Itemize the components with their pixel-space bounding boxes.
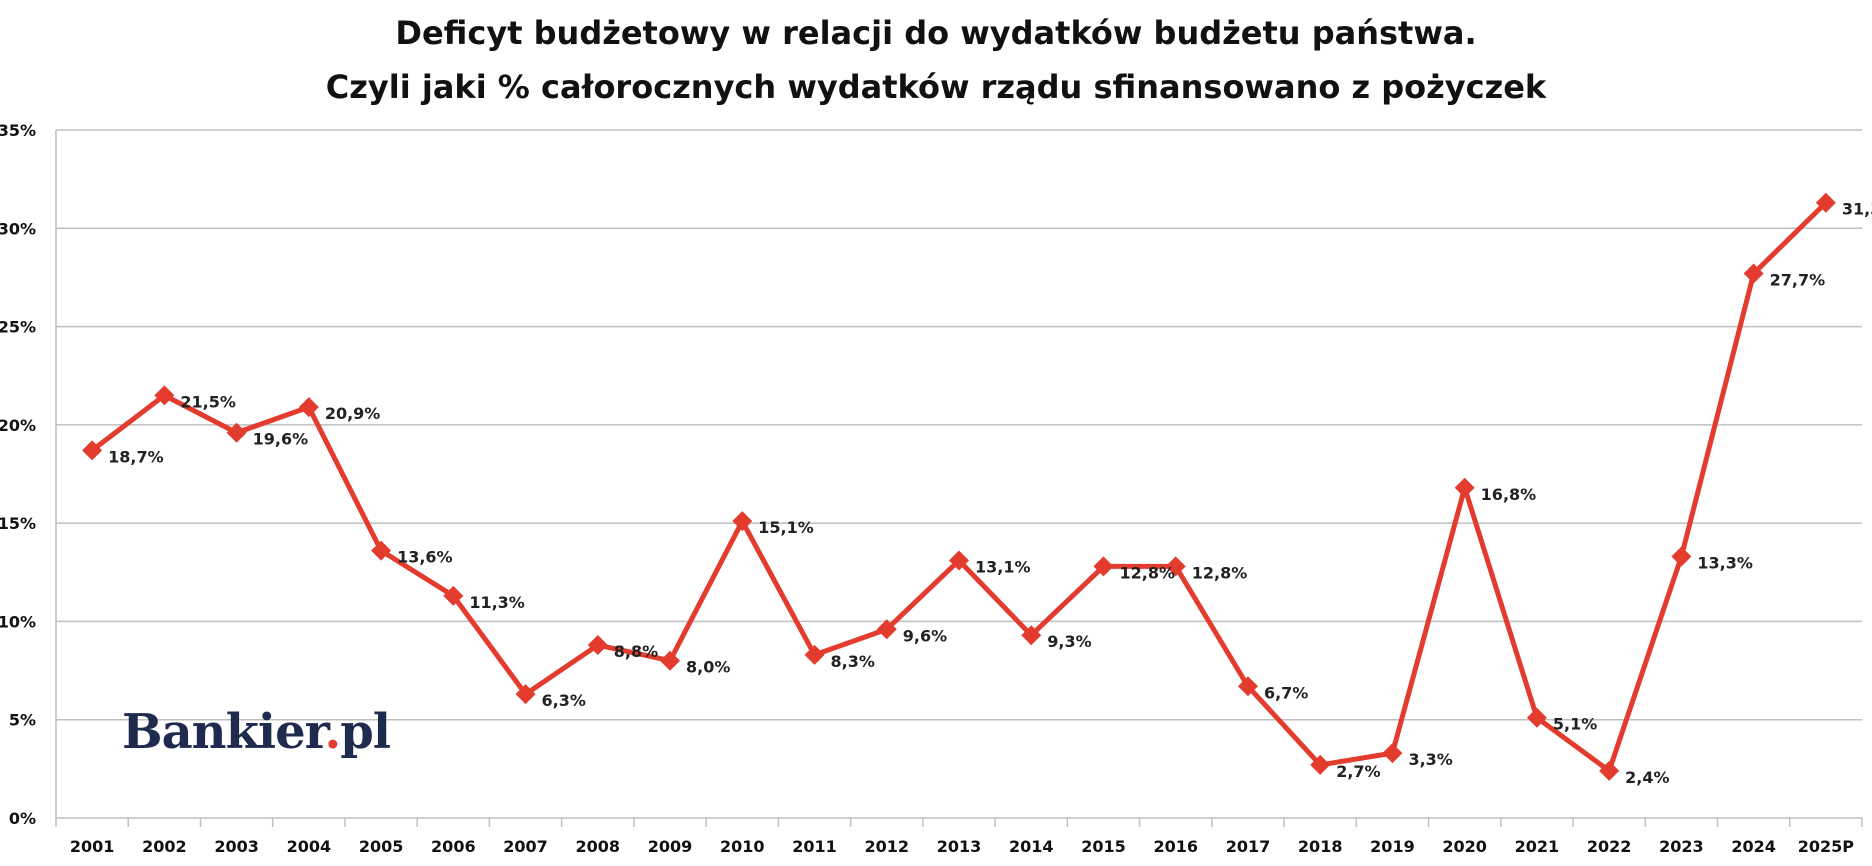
x-tick-label: 2011 <box>792 837 837 856</box>
data-label: 18,7% <box>108 447 164 466</box>
data-label: 11,3% <box>469 593 525 612</box>
data-point-marker <box>1454 477 1475 498</box>
bankier-logo: Bankier.pl <box>122 704 391 760</box>
data-label: 8,8% <box>614 642 658 661</box>
data-point-marker <box>1310 754 1331 775</box>
data-point-marker <box>1671 546 1692 567</box>
data-point-marker <box>660 650 681 671</box>
data-label: 8,0% <box>686 658 730 677</box>
data-point-marker <box>1815 192 1836 213</box>
y-tick-label: 5% <box>9 711 36 730</box>
data-label: 9,3% <box>1047 632 1091 651</box>
axes: 0% 5% 10% 15% 20% 25% 30% 35% 2001 2002 2003 2004 20… <box>0 121 1863 856</box>
data-label: 27,7% <box>1770 270 1826 289</box>
data-label: 9,6% <box>903 626 947 645</box>
data-point-marker <box>82 440 103 461</box>
logo-brand: Bankier <box>122 704 325 760</box>
series-line <box>89 200 1829 774</box>
chart-title-line-2: Czyli jaki % całorocznych wydatków rządu… <box>325 68 1547 106</box>
y-tick-label: 30% <box>0 219 36 238</box>
series-line <box>89 200 1829 774</box>
data-point-marker <box>1382 743 1403 764</box>
data-point-marker <box>876 619 897 640</box>
logo-tld: pl <box>340 704 391 760</box>
x-tick-label: 2012 <box>864 837 909 856</box>
data-point-marker <box>1526 707 1547 728</box>
x-tick-label: 2024 <box>1731 837 1776 856</box>
x-tick-label: 2014 <box>1009 837 1054 856</box>
data-label: 2,4% <box>1625 768 1669 787</box>
y-tick-label: 20% <box>0 416 36 435</box>
x-tick-label: 2019 <box>1370 837 1415 856</box>
data-label: 15,1% <box>758 518 814 537</box>
data-label: 8,3% <box>831 652 875 671</box>
x-tick-label: 2016 <box>1153 837 1198 856</box>
data-point-marker <box>949 550 969 571</box>
x-tick-label: 2018 <box>1298 837 1343 856</box>
gridlines <box>56 129 1862 721</box>
data-point-marker <box>443 585 464 606</box>
data-label: 6,3% <box>542 691 586 710</box>
x-tick-label: 2021 <box>1515 837 1560 856</box>
data-markers <box>82 192 1836 781</box>
chart-title: Deficyt budżetowy w relacji do wydatków … <box>0 6 1872 114</box>
x-tick-label: 2003 <box>214 837 259 856</box>
data-point-marker <box>587 635 608 656</box>
x-tick-label: 2009 <box>648 837 693 856</box>
data-point-marker <box>1743 263 1764 284</box>
data-label: 5,1% <box>1553 715 1597 734</box>
x-tick-label: 2020 <box>1442 837 1487 856</box>
data-point-marker <box>732 511 753 532</box>
data-label: 19,6% <box>253 430 309 449</box>
x-tick-label: 2007 <box>503 837 548 856</box>
data-point-marker <box>1021 625 1042 646</box>
data-label: 6,7% <box>1264 683 1308 702</box>
data-labels: 18,7% 21,5% 19,6% 20,9% 13,6% 11,3% 6,3% 8,8% 8,… <box>108 200 1872 787</box>
x-tick-label: 2022 <box>1587 837 1632 856</box>
x-tick-label: 2006 <box>431 837 476 856</box>
x-tick-label: 2004 <box>287 837 332 856</box>
y-tick-label: 35% <box>0 121 36 140</box>
y-tick-label: 25% <box>0 318 36 337</box>
data-label: 13,1% <box>975 557 1031 576</box>
data-label: 13,3% <box>1697 554 1753 573</box>
x-tick-label: 2005 <box>359 837 404 856</box>
x-tick-label: 2017 <box>1226 837 1271 856</box>
data-label: 12,8% <box>1119 563 1175 582</box>
x-tick-label: 2001 <box>70 837 115 856</box>
data-point-marker <box>371 540 392 561</box>
x-tick-label: 2023 <box>1659 837 1704 856</box>
x-tick-label: 2002 <box>142 837 187 856</box>
data-point-marker <box>515 684 536 705</box>
data-label: 21,5% <box>180 392 236 411</box>
data-point-marker <box>804 644 825 665</box>
data-point-marker <box>1093 556 1114 577</box>
data-point-marker <box>298 397 319 418</box>
data-label: 13,6% <box>397 548 453 567</box>
data-label: 3,3% <box>1408 750 1452 769</box>
x-tick-label: 2008 <box>576 837 621 856</box>
data-label: 2,7% <box>1336 762 1380 781</box>
data-point-marker <box>1599 760 1620 781</box>
chart-title-line-1: Deficyt budżetowy w relacji do wydatków … <box>395 14 1477 52</box>
data-label: 12,8% <box>1192 563 1248 582</box>
y-tick-label: 10% <box>0 612 36 631</box>
x-tick-label: 2015 <box>1081 837 1126 856</box>
data-point-marker <box>1165 556 1186 577</box>
data-point-marker <box>154 385 175 406</box>
data-label: 31,3% <box>1842 200 1872 219</box>
data-point-marker <box>226 422 247 443</box>
x-tick-label: 2025P <box>1798 837 1855 856</box>
logo-dot: . <box>324 704 341 760</box>
y-tick-label: 15% <box>0 514 36 533</box>
x-tick-label: 2010 <box>720 837 765 856</box>
data-label: 16,8% <box>1481 485 1537 504</box>
data-point-marker <box>1237 676 1258 697</box>
data-label: 20,9% <box>325 404 381 423</box>
y-tick-label: 0% <box>9 809 36 828</box>
x-tick-label: 2013 <box>937 837 982 856</box>
